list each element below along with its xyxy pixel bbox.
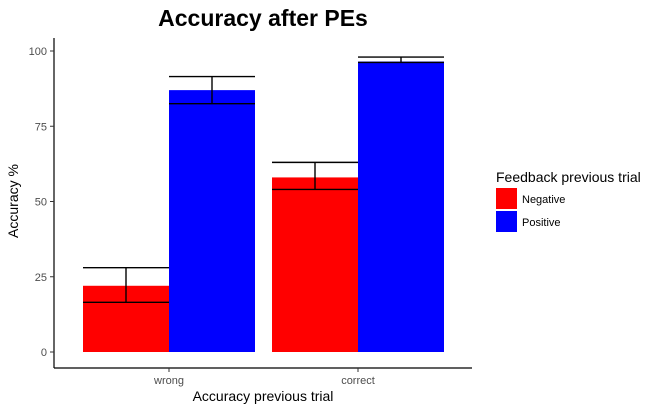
x-tick-label: wrong bbox=[153, 375, 184, 387]
y-tick-label: 100 bbox=[29, 46, 47, 58]
bar-positive-correct bbox=[358, 61, 444, 352]
x-ticks-group: wrong correct bbox=[153, 368, 375, 387]
error-bars-group bbox=[83, 56, 444, 304]
bars-group bbox=[83, 61, 444, 352]
error-bar-positive-wrong bbox=[169, 75, 255, 105]
y-ticks-group: 0 25 50 75 100 bbox=[29, 46, 54, 359]
chart-title: Accuracy after PEs bbox=[158, 5, 368, 31]
legend-label-negative: Negative bbox=[522, 194, 565, 206]
y-tick-label: 75 bbox=[35, 121, 47, 133]
legend-label-positive: Positive bbox=[522, 217, 561, 229]
error-bar-negative-wrong bbox=[83, 267, 169, 304]
legend-swatch-negative bbox=[496, 188, 517, 209]
plot-area: 0 25 50 75 100 wrong correct bbox=[29, 38, 472, 387]
legend-swatch-positive bbox=[496, 211, 517, 232]
y-tick-label: 0 bbox=[41, 347, 47, 359]
y-tick-label: 50 bbox=[35, 197, 47, 209]
y-tick-label: 25 bbox=[35, 272, 47, 284]
error-bar-positive-correct bbox=[358, 56, 444, 64]
bar-negative-correct bbox=[272, 177, 358, 352]
legend: Feedback previous trial Negative Positive bbox=[496, 169, 641, 232]
x-tick-label: correct bbox=[341, 375, 375, 387]
error-bar-negative-correct bbox=[272, 161, 358, 191]
y-axis-title: Accuracy % bbox=[5, 164, 21, 238]
x-axis-title: Accuracy previous trial bbox=[193, 388, 334, 404]
bar-positive-wrong bbox=[169, 90, 255, 352]
legend-title: Feedback previous trial bbox=[496, 169, 641, 185]
